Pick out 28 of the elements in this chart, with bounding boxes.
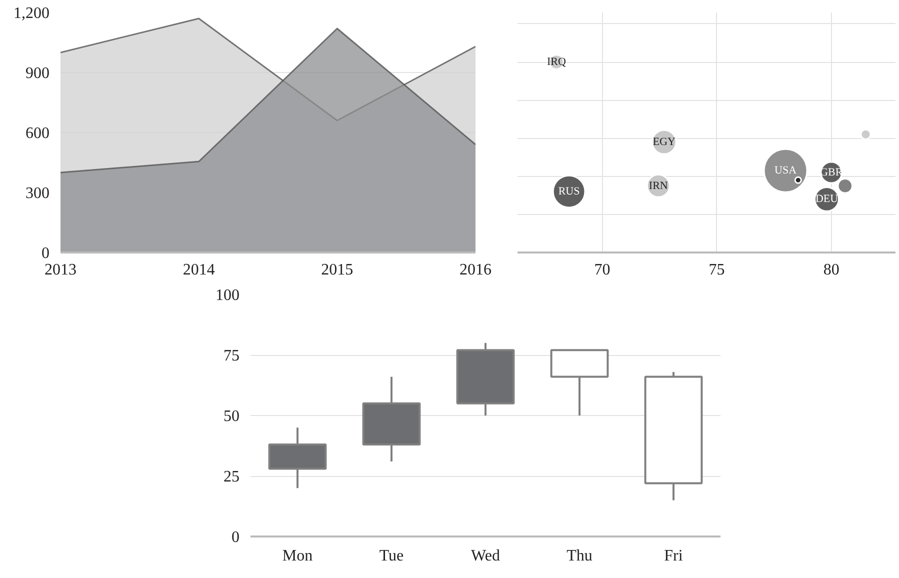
y-tick-label: 600	[26, 125, 50, 142]
y-tick-label: 25	[224, 468, 240, 486]
annotation: USA	[774, 164, 797, 177]
y-tick-label: 50	[224, 408, 240, 425]
x-tick-label: 70	[594, 262, 610, 278]
y-tick-label: 1,200	[14, 5, 50, 22]
x-tick-label: 2013	[44, 262, 76, 278]
y-tick-label: 0	[42, 245, 50, 262]
x-tick-label: Wed	[471, 548, 500, 564]
annotation: DEU	[815, 193, 838, 206]
x-tick-label: Fri	[664, 548, 684, 564]
annotation: EGY	[652, 136, 676, 148]
y-tick-label: 300	[26, 185, 50, 202]
y-tick-label: 75	[224, 348, 240, 364]
annotation: RUS	[558, 186, 580, 198]
y-tick-label: 100	[216, 287, 240, 304]
x-tick-label: 75	[708, 262, 725, 278]
annotation: IRQ	[546, 56, 566, 68]
x-tick-label: 80	[823, 262, 840, 278]
x-tick-label: 2015	[321, 262, 354, 278]
x-tick-label: Thu	[566, 548, 592, 564]
x-tick-label: 2016	[460, 262, 492, 278]
x-tick-label: 2014	[182, 262, 215, 278]
x-tick-label: Mon	[282, 548, 313, 564]
annotation: IRN	[648, 180, 668, 192]
x-tick-label: Tue	[379, 548, 404, 564]
y-tick-label: 0	[232, 529, 240, 546]
y-tick-label: 900	[26, 65, 50, 82]
